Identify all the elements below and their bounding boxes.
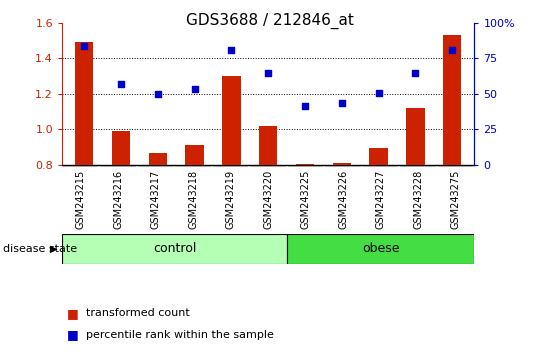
Bar	[62, 234, 287, 264]
Text: GSM243220: GSM243220	[263, 170, 273, 229]
Bar	[149, 153, 167, 165]
Text: ▶: ▶	[50, 244, 58, 254]
Text: GSM243217: GSM243217	[151, 170, 161, 229]
Text: GSM243218: GSM243218	[188, 170, 198, 229]
Bar	[369, 148, 388, 165]
Bar	[287, 234, 474, 264]
Bar	[443, 35, 461, 165]
Text: GSM243275: GSM243275	[451, 170, 461, 229]
Bar	[296, 164, 314, 165]
Point	[448, 47, 457, 52]
Bar	[333, 163, 351, 165]
Text: transformed count: transformed count	[86, 308, 190, 318]
Point	[374, 90, 383, 96]
Text: GSM243226: GSM243226	[338, 170, 348, 229]
Text: GSM243225: GSM243225	[301, 170, 310, 229]
Bar	[222, 76, 240, 165]
Point	[116, 81, 125, 87]
Bar	[406, 108, 425, 165]
Point	[190, 86, 199, 92]
Point	[411, 70, 420, 75]
Bar	[185, 145, 204, 165]
Text: GSM243215: GSM243215	[75, 170, 86, 229]
Point	[154, 91, 162, 97]
Point	[337, 100, 346, 105]
Bar	[112, 131, 130, 165]
Text: ■: ■	[67, 328, 79, 341]
Point	[80, 43, 88, 49]
Text: disease state: disease state	[3, 244, 77, 254]
Text: percentile rank within the sample: percentile rank within the sample	[86, 330, 274, 339]
Bar	[259, 126, 278, 165]
Text: GSM243227: GSM243227	[376, 170, 385, 229]
Text: GSM243219: GSM243219	[226, 170, 236, 229]
Point	[227, 47, 236, 52]
Point	[301, 103, 309, 109]
Text: GSM243216: GSM243216	[113, 170, 123, 229]
Point	[264, 70, 273, 75]
Text: ■: ■	[67, 307, 79, 320]
Bar	[75, 42, 93, 165]
Text: control: control	[153, 242, 196, 255]
Text: obese: obese	[362, 242, 399, 255]
Text: GSM243228: GSM243228	[413, 170, 423, 229]
Text: GDS3688 / 212846_at: GDS3688 / 212846_at	[185, 12, 354, 29]
